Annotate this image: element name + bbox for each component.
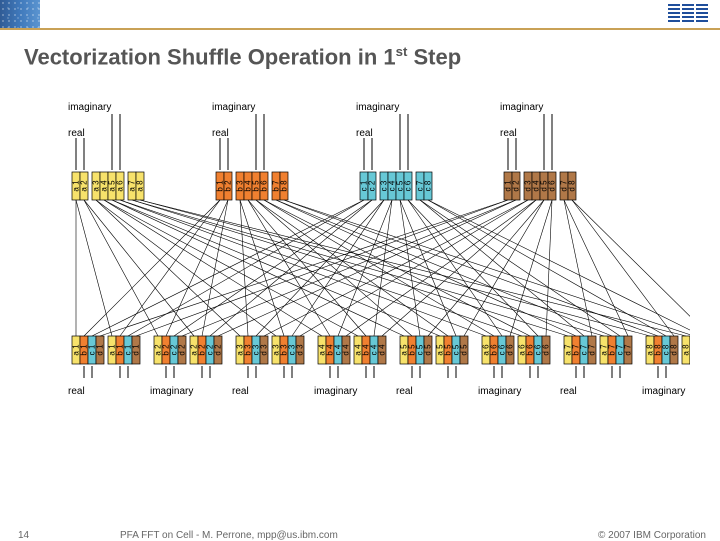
- svg-text:imaginary: imaginary: [500, 102, 543, 113]
- svg-text:d 7: d 7: [624, 344, 633, 356]
- svg-text:d 1: d 1: [132, 344, 141, 356]
- svg-text:d 6: d 6: [506, 344, 515, 356]
- svg-text:imaginary: imaginary: [356, 102, 399, 113]
- svg-text:b 8: b 8: [280, 180, 289, 192]
- svg-text:imaginary: imaginary: [68, 102, 111, 113]
- svg-text:d 5: d 5: [460, 344, 469, 356]
- gold-rule: [0, 28, 720, 30]
- svg-text:d 2: d 2: [512, 180, 521, 192]
- svg-text:real: real: [212, 128, 229, 139]
- ibm-logo: [668, 4, 708, 22]
- svg-text:d 3: d 3: [260, 344, 269, 356]
- svg-text:c 8: c 8: [424, 180, 433, 191]
- svg-text:d 2: d 2: [178, 344, 187, 356]
- svg-text:real: real: [500, 128, 517, 139]
- svg-text:real: real: [68, 386, 85, 397]
- svg-text:a 6: a 6: [116, 180, 125, 192]
- svg-text:imaginary: imaginary: [478, 386, 521, 397]
- svg-text:b 8: b 8: [690, 344, 691, 356]
- svg-text:real: real: [68, 128, 85, 139]
- svg-text:d 2: d 2: [214, 344, 223, 356]
- page-number: 14: [18, 530, 29, 541]
- svg-text:imaginary: imaginary: [314, 386, 357, 397]
- svg-text:d 6: d 6: [548, 180, 557, 192]
- footer-text: PFA FFT on Cell - M. Perrone, mpp@us.ibm…: [120, 530, 338, 541]
- svg-text:a 8: a 8: [136, 180, 145, 192]
- shuffle-diagram: a 1a 2a 3a 4a 5a 6a 7a 8realimaginaryb 1…: [30, 100, 690, 430]
- svg-text:imaginary: imaginary: [212, 102, 255, 113]
- svg-text:d 1: d 1: [96, 344, 105, 356]
- svg-text:d 4: d 4: [342, 344, 351, 356]
- brand-sidebar: [0, 0, 40, 28]
- svg-text:real: real: [396, 386, 413, 397]
- svg-text:b 2: b 2: [224, 180, 233, 192]
- svg-text:d 6: d 6: [542, 344, 551, 356]
- svg-text:imaginary: imaginary: [150, 386, 193, 397]
- svg-text:c 2: c 2: [368, 180, 377, 191]
- svg-text:b 6: b 6: [260, 180, 269, 192]
- svg-text:d 8: d 8: [568, 180, 577, 192]
- svg-text:d 8: d 8: [670, 344, 679, 356]
- svg-text:a 2: a 2: [80, 180, 89, 192]
- svg-text:real: real: [356, 128, 373, 139]
- svg-text:c 6: c 6: [404, 180, 413, 191]
- svg-text:d 5: d 5: [424, 344, 433, 356]
- page-title: Vectorization Shuffle Operation in 1st S…: [24, 44, 720, 70]
- svg-text:d 3: d 3: [296, 344, 305, 356]
- svg-text:d 4: d 4: [378, 344, 387, 356]
- copyright: © 2007 IBM Corporation: [598, 530, 706, 541]
- svg-text:d 7: d 7: [588, 344, 597, 356]
- svg-text:real: real: [560, 386, 577, 397]
- svg-text:imaginary: imaginary: [642, 386, 685, 397]
- svg-text:real: real: [232, 386, 249, 397]
